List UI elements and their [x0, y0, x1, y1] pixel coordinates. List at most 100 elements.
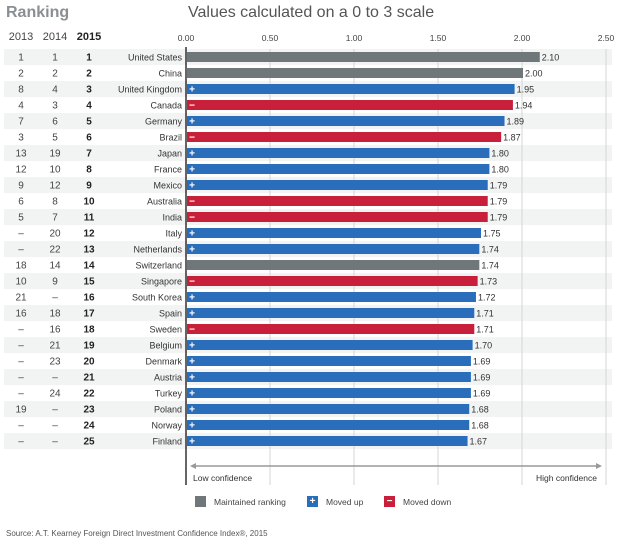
rank-2015: 1 [86, 53, 92, 64]
plus-icon: + [189, 229, 195, 240]
x-tick-label: 0.00 [178, 33, 195, 43]
data-label: 1.79 [490, 197, 508, 207]
bar-germany [187, 116, 505, 126]
bar-united-states [187, 52, 540, 62]
country-label: Finland [152, 437, 182, 447]
country-label: Belgium [149, 341, 182, 351]
rank-2013: 1 [18, 53, 24, 64]
rank-2013: 18 [15, 261, 27, 272]
country-label: India [162, 213, 182, 223]
bar-denmark [187, 356, 471, 366]
rank-2015: 8 [86, 165, 92, 176]
plus-icon: + [189, 117, 195, 128]
bar-norway [187, 420, 470, 430]
plus-icon: + [189, 421, 195, 432]
rank-2014: 7 [52, 213, 58, 224]
source-note: Source: A.T. Kearney Foreign Direct Inve… [6, 529, 268, 538]
minus-icon: − [189, 101, 195, 112]
country-label: China [158, 69, 182, 79]
data-label: 1.69 [473, 373, 491, 383]
rank-2015: 3 [86, 85, 92, 96]
rank-2014: 19 [49, 149, 61, 160]
country-label: France [154, 165, 182, 175]
data-label: 1.67 [470, 437, 488, 447]
legend-item-maintained: Maintained ranking [195, 496, 286, 507]
country-label: Netherlands [133, 245, 182, 255]
country-label: Poland [154, 405, 182, 415]
rank-2015: 12 [83, 229, 95, 240]
x-tick-label: 0.50 [262, 33, 279, 43]
x-tick-label: 2.00 [514, 33, 531, 43]
plus-icon: + [189, 165, 195, 176]
rank-2015: 11 [84, 213, 95, 224]
rank-2013: – [18, 357, 24, 368]
rank-2015: 16 [83, 293, 95, 304]
minus-icon: − [189, 325, 195, 336]
bar-south-korea [187, 292, 476, 302]
plus-icon: + [189, 373, 195, 384]
data-label: 1.68 [471, 405, 489, 415]
maintained-swatch [195, 496, 206, 507]
bar-turkey [187, 388, 471, 398]
rank-2014: 2 [52, 69, 58, 80]
rank-2014: 23 [49, 357, 61, 368]
minus-icon: − [384, 496, 395, 507]
rank-2014: 1 [52, 53, 58, 64]
data-label: 1.95 [517, 85, 535, 95]
country-label: Sweden [149, 325, 182, 335]
data-label: 1.74 [481, 245, 499, 255]
bar-belgium [187, 340, 473, 350]
minus-icon: − [189, 197, 195, 208]
country-label: Mexico [153, 181, 182, 191]
rank-2015: 23 [83, 405, 95, 416]
rank-2013: – [18, 421, 24, 432]
rank-2013: 7 [18, 117, 24, 128]
bar-united-kingdom [187, 84, 515, 94]
country-label: Switzerland [135, 261, 182, 271]
rank-2013: 9 [18, 181, 24, 192]
rank-2013: 5 [18, 213, 24, 224]
bar-canada [187, 100, 513, 110]
country-label: Denmark [145, 357, 182, 367]
ranking-title: Ranking [6, 4, 70, 21]
plus-icon: + [189, 341, 195, 352]
high-confidence-label: High confidence [536, 473, 597, 483]
rank-2014: 12 [49, 181, 61, 192]
data-label: 1.87 [503, 133, 521, 143]
bar-italy [187, 228, 481, 238]
rank-2014: 16 [49, 325, 61, 336]
data-label: 1.69 [473, 357, 491, 367]
rank-2015: 25 [83, 437, 95, 448]
minus-icon: − [189, 133, 195, 144]
chart-title: Values calculated on a 0 to 3 scale [188, 4, 435, 21]
rank-2015: 5 [86, 117, 92, 128]
rank-2014: 21 [49, 341, 61, 352]
rank-2014: 10 [49, 165, 61, 176]
data-label: 1.80 [491, 165, 509, 175]
bar-finland [187, 436, 468, 446]
country-label: Japan [157, 149, 182, 159]
rank-2015: 10 [83, 197, 95, 208]
bar-austria [187, 372, 471, 382]
country-label: Australia [147, 197, 182, 207]
minus-icon: − [189, 277, 195, 288]
plus-icon: + [189, 293, 195, 304]
bar-india [187, 212, 488, 222]
x-tick-label: 1.50 [430, 33, 447, 43]
plus-icon: + [189, 245, 195, 256]
rank-2013: 4 [18, 101, 24, 112]
bar-china [187, 68, 523, 78]
rank-2014: 24 [49, 389, 61, 400]
rank-2013: 16 [15, 309, 27, 320]
data-label: 1.71 [476, 309, 494, 319]
country-label: South Korea [132, 293, 182, 303]
data-label: 1.80 [491, 149, 509, 159]
country-label: United States [128, 53, 183, 63]
plus-icon: + [189, 309, 195, 320]
bar-netherlands [187, 244, 480, 254]
legend-label-maintained: Maintained ranking [214, 496, 286, 507]
plus-icon: + [189, 437, 195, 448]
rank-2015: 4 [86, 101, 92, 112]
plus-icon: + [189, 405, 195, 416]
bar-japan [187, 148, 490, 158]
